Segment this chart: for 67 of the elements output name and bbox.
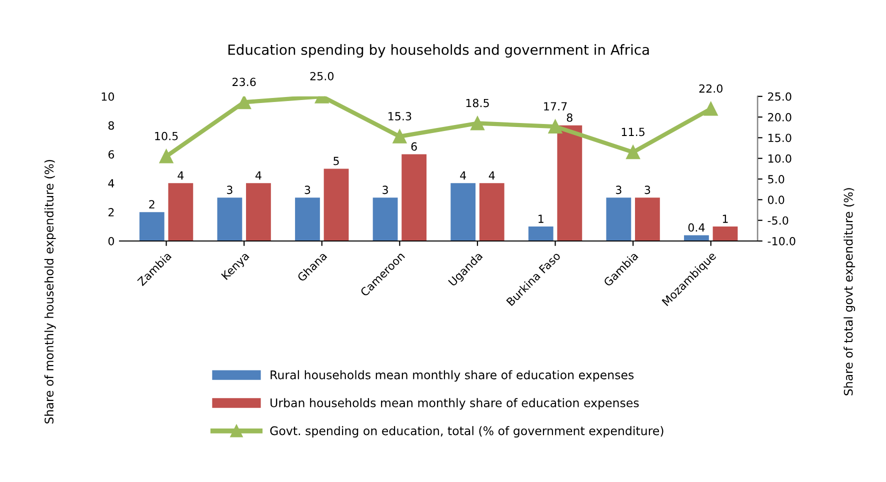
data-label: 3 — [616, 186, 622, 194]
bar — [684, 235, 709, 241]
y2-tick-label: -10.0 — [768, 236, 796, 246]
point — [470, 116, 484, 130]
data-label: 4 — [255, 171, 262, 180]
y-tick-label: 10 — [102, 92, 114, 101]
legend-label: Rural households mean monthly share of education expenses — [270, 370, 634, 382]
bar — [479, 183, 504, 241]
point — [548, 120, 562, 134]
data-label: 4 — [178, 171, 184, 180]
data-label: 1 — [722, 214, 728, 223]
data-label: 3 — [382, 186, 388, 194]
data-label: 3 — [304, 186, 310, 194]
data-label: 2 — [149, 200, 154, 208]
legend-label: Urban households mean monthly share of education expenses — [270, 398, 639, 410]
data-label: 10.5 — [155, 132, 178, 140]
y-axis-title: Share of monthly household expenditure (%) — [44, 160, 56, 424]
point — [237, 96, 252, 110]
y2-axis-title: Share of total govt expenditure (%) — [844, 188, 856, 396]
data-label: 17.7 — [544, 102, 567, 110]
chart-title: Education spending by households and government in Africa — [228, 44, 649, 58]
data-label: 6 — [411, 142, 417, 151]
data-label: 0.4 — [688, 223, 705, 232]
data-label: 23.6 — [232, 78, 256, 86]
data-label: 3 — [644, 186, 650, 194]
bar — [402, 154, 427, 241]
data-label: 15.3 — [388, 112, 412, 120]
legend-label: Govt. spending on education, total (% of government expenditure) — [270, 426, 664, 438]
y-tick-label: 2 — [108, 208, 114, 216]
y2-tick-label: 15.0 — [768, 134, 792, 142]
data-label: 18.5 — [466, 98, 489, 108]
data-label: 1 — [538, 214, 544, 223]
bar — [139, 212, 164, 241]
y2-tick-label: 5.0 — [768, 175, 784, 184]
data-label: 4 — [488, 171, 495, 180]
bar — [528, 226, 554, 241]
data-label: 3 — [227, 186, 232, 194]
bar — [450, 183, 476, 241]
point — [626, 145, 640, 160]
y-tick-label: 6 — [108, 150, 114, 159]
bar — [168, 183, 194, 241]
point — [159, 149, 174, 164]
y2-tick-label: -5.0 — [768, 216, 788, 225]
data-label: 5 — [334, 156, 339, 166]
y2-tick-label: 25.0 — [768, 92, 792, 101]
bar — [635, 198, 660, 241]
bar — [217, 198, 242, 241]
y2-tick-label: 20.0 — [768, 113, 792, 122]
data-label: 4 — [460, 171, 466, 180]
data-label: 11.5 — [622, 128, 644, 136]
point — [704, 102, 718, 116]
data-label: 22.0 — [699, 84, 722, 93]
y-tick-label: 4 — [108, 179, 114, 188]
bar — [324, 168, 349, 241]
bar — [557, 125, 582, 241]
y2-tick-label: 0.0 — [768, 196, 784, 204]
bar — [606, 198, 632, 241]
data-label: 8 — [566, 113, 572, 122]
bar — [295, 198, 320, 241]
bar — [712, 226, 738, 241]
bar — [246, 183, 271, 241]
y-tick-label: 0 — [108, 236, 114, 246]
y2-tick-label: 10.0 — [768, 154, 792, 163]
data-label: 25.0 — [310, 72, 334, 80]
y-tick-label: 8 — [108, 121, 114, 130]
point — [392, 130, 407, 144]
bar — [372, 198, 398, 241]
